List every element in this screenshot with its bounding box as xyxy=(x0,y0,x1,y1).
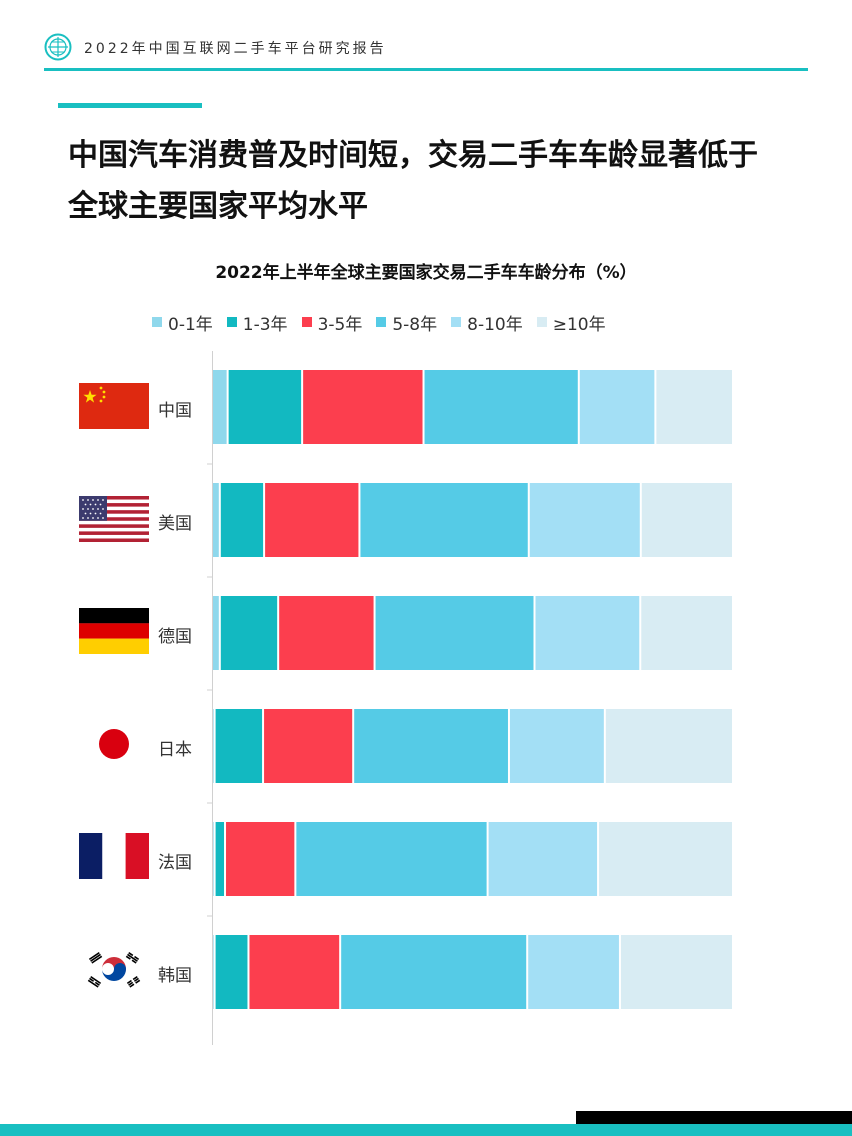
header-divider xyxy=(44,68,808,71)
bar-segment-0-5 xyxy=(656,370,732,444)
country-label-usa: 美国 xyxy=(158,514,192,534)
page-title-line-2: 全球主要国家平均水平 xyxy=(68,189,368,224)
legend-label-3: 5-8年 xyxy=(392,314,438,335)
germany-flag-icon xyxy=(79,608,149,654)
bar-segment-4-5 xyxy=(599,822,732,896)
bar-segment-2-4 xyxy=(535,596,640,670)
china-flag-icon xyxy=(79,383,149,429)
footer-accent-bar xyxy=(0,1124,852,1136)
bar-segment-1-4 xyxy=(529,483,640,557)
legend-swatch-2 xyxy=(301,317,312,327)
country-label-korea: 韩国 xyxy=(158,966,192,986)
legend-swatch-5 xyxy=(536,317,547,327)
bar-segment-1-5 xyxy=(641,483,732,557)
bar-segment-3-1 xyxy=(215,709,263,783)
legend-swatch-3 xyxy=(376,317,387,327)
bar-segment-5-4 xyxy=(528,935,619,1009)
bar-segment-0-4 xyxy=(579,370,655,444)
legend-label-0: 0-1年 xyxy=(168,314,213,335)
country-label-germany: 德国 xyxy=(158,627,192,647)
footer-black-bar xyxy=(576,1111,852,1124)
legend-swatch-4 xyxy=(451,317,462,327)
bar-segment-2-2 xyxy=(279,596,374,670)
bar-segment-4-0 xyxy=(213,822,214,896)
bar-segment-3-3 xyxy=(354,709,508,783)
france-flag-icon xyxy=(79,833,149,879)
legend-item-1: 1-3年 xyxy=(226,310,288,335)
legend-swatch-1 xyxy=(226,317,237,327)
bar-segment-2-0 xyxy=(213,596,219,670)
title-accent-bar xyxy=(58,103,202,108)
bar-segment-3-0 xyxy=(213,709,214,783)
country-label-japan: 日本 xyxy=(158,740,192,760)
bar-segment-4-4 xyxy=(488,822,598,896)
legend-item-3: 5-8年 xyxy=(376,310,437,335)
legend-item-4: 8-10年 xyxy=(451,310,523,335)
page-title: 中国汽车消费普及时间短，交易二手车车龄显著低于 全球主要国家平均水平 xyxy=(68,130,828,232)
bar-segment-2-5 xyxy=(641,596,732,670)
bar-segment-0-0 xyxy=(213,370,227,444)
legend-label-4: 8-10年 xyxy=(467,314,523,335)
bar-segment-5-2 xyxy=(249,935,340,1009)
usa-flag-icon xyxy=(79,496,149,542)
legend-item-5: ≥10年 xyxy=(536,310,606,335)
bar-segment-5-5 xyxy=(620,935,732,1009)
bar-segment-1-1 xyxy=(220,483,264,557)
country-label-france: 法国 xyxy=(158,853,192,873)
legend-item-0: 0-1年 xyxy=(152,310,213,335)
chart-title: 2022年上半年全球主要国家交易二手车车龄分布（%） xyxy=(215,263,637,283)
bar-segment-1-3 xyxy=(360,483,528,557)
country-label-china: 中国 xyxy=(158,401,192,421)
report-logo-icon xyxy=(44,33,72,61)
bar-segment-3-5 xyxy=(605,709,732,783)
bar-segment-2-1 xyxy=(220,596,278,670)
legend-item-2: 3-5年 xyxy=(301,310,363,335)
bar-segment-3-2 xyxy=(264,709,353,783)
bar-segment-2-3 xyxy=(375,596,534,670)
japan-flag-icon xyxy=(79,721,149,767)
bar-segment-1-0 xyxy=(213,483,219,557)
legend-swatch-0 xyxy=(152,317,162,327)
bar-segment-4-1 xyxy=(215,822,225,896)
bar-segment-5-1 xyxy=(215,935,248,1009)
bar-segment-0-2 xyxy=(303,370,423,444)
legend-label-1: 1-3年 xyxy=(242,314,288,335)
legend-label-5: ≥10年 xyxy=(552,314,606,335)
chart-legend: 0-1年 1-3年 3-5年 5-8年 8-10年 ≥10年 xyxy=(152,310,620,335)
report-header-title: 2022年中国互联网二手车平台研究报告 xyxy=(84,41,387,57)
bar-segment-4-2 xyxy=(226,822,295,896)
korea-flag-icon xyxy=(79,946,149,992)
bar-segment-4-3 xyxy=(296,822,487,896)
bar-segment-1-2 xyxy=(265,483,359,557)
bar-segment-3-4 xyxy=(509,709,604,783)
bar-segment-5-3 xyxy=(341,935,527,1009)
legend-label-2: 3-5年 xyxy=(317,314,363,335)
bar-segment-0-1 xyxy=(228,370,302,444)
bar-segment-0-3 xyxy=(424,370,578,444)
bar-segment-5-0 xyxy=(213,935,214,1009)
page-title-line-1: 中国汽车消费普及时间短，交易二手车车龄显著低于 xyxy=(68,138,758,173)
